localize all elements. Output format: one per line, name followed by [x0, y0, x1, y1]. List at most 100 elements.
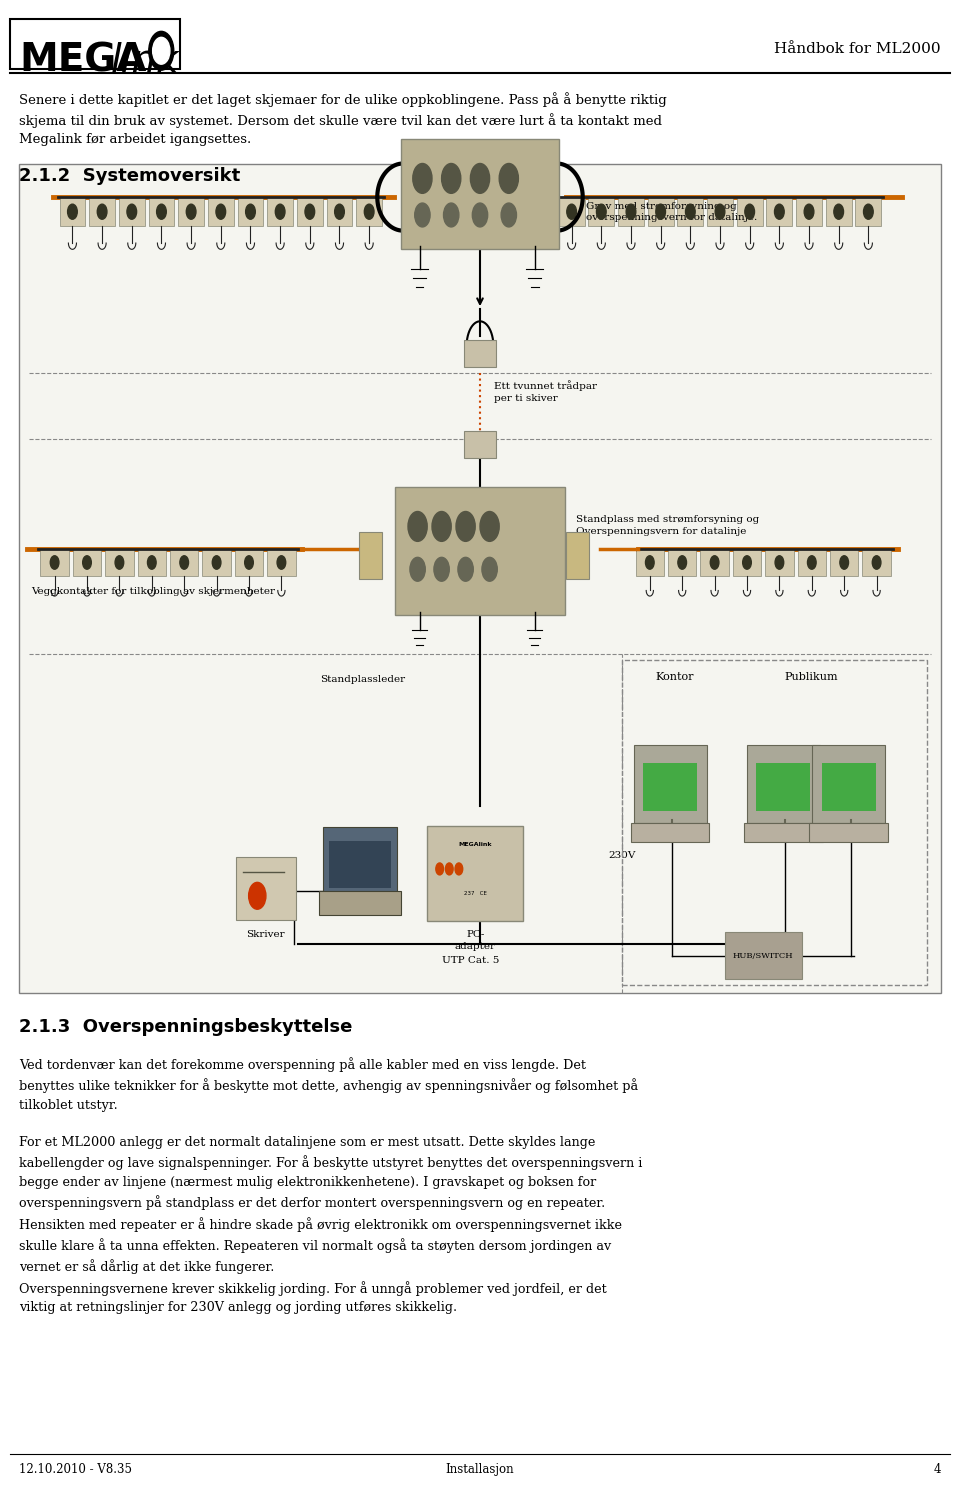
FancyBboxPatch shape: [826, 197, 852, 227]
Circle shape: [156, 205, 166, 219]
Text: Ved tordenvær kan det forekomme overspenning på alle kabler med en viss lengde. : Ved tordenvær kan det forekomme overspen…: [19, 1057, 642, 1314]
Circle shape: [834, 205, 844, 219]
Circle shape: [499, 164, 518, 194]
FancyBboxPatch shape: [798, 549, 827, 575]
FancyBboxPatch shape: [668, 549, 697, 575]
Circle shape: [97, 205, 107, 219]
FancyBboxPatch shape: [267, 197, 293, 227]
Circle shape: [480, 512, 499, 542]
FancyBboxPatch shape: [329, 841, 391, 888]
FancyBboxPatch shape: [618, 197, 644, 227]
Circle shape: [715, 205, 725, 219]
FancyBboxPatch shape: [809, 823, 888, 842]
FancyBboxPatch shape: [701, 549, 729, 575]
FancyBboxPatch shape: [267, 549, 296, 575]
Circle shape: [626, 205, 636, 219]
FancyBboxPatch shape: [236, 857, 296, 920]
Circle shape: [246, 205, 255, 219]
FancyBboxPatch shape: [862, 549, 891, 575]
Text: Ett tvunnet trådpar
per ti skiver: Ett tvunnet trådpar per ti skiver: [494, 381, 597, 403]
Circle shape: [149, 31, 174, 70]
FancyBboxPatch shape: [747, 745, 820, 823]
FancyBboxPatch shape: [796, 197, 822, 227]
Circle shape: [501, 203, 516, 227]
Text: PC-
adapter: PC- adapter: [455, 930, 495, 951]
Text: UTP Cat. 5: UTP Cat. 5: [442, 956, 499, 964]
Circle shape: [645, 555, 654, 569]
FancyBboxPatch shape: [234, 549, 263, 575]
Circle shape: [432, 512, 451, 542]
FancyBboxPatch shape: [636, 549, 664, 575]
FancyBboxPatch shape: [427, 826, 523, 921]
Circle shape: [212, 555, 221, 569]
FancyBboxPatch shape: [708, 197, 732, 227]
Circle shape: [472, 203, 488, 227]
FancyBboxPatch shape: [203, 549, 230, 575]
Circle shape: [436, 863, 444, 875]
Circle shape: [678, 555, 686, 569]
FancyBboxPatch shape: [732, 549, 761, 575]
Circle shape: [455, 863, 463, 875]
Text: Standplass med strømforsyning og
Overspenningsvern for datalinje: Standplass med strømforsyning og Overspe…: [576, 515, 759, 536]
FancyBboxPatch shape: [634, 745, 707, 823]
Circle shape: [566, 205, 576, 219]
Circle shape: [365, 205, 374, 219]
Text: 237   CE: 237 CE: [464, 891, 487, 896]
Text: Grav med strømforsyning og
overspenningsvern for datalinje.: Grav med strømforsyning og overspennings…: [586, 202, 756, 222]
Text: Senere i dette kapitlet er det laget skjemaer for de ulike oppkoblingene. Pass p: Senere i dette kapitlet er det laget skj…: [19, 93, 667, 146]
Circle shape: [153, 37, 170, 64]
FancyBboxPatch shape: [566, 532, 589, 579]
Circle shape: [840, 555, 849, 569]
FancyBboxPatch shape: [395, 487, 565, 615]
Text: 4: 4: [933, 1463, 941, 1477]
FancyBboxPatch shape: [356, 197, 382, 227]
Text: 12.10.2010 - V8.35: 12.10.2010 - V8.35: [19, 1463, 132, 1477]
Circle shape: [434, 557, 449, 581]
Circle shape: [335, 205, 345, 219]
FancyBboxPatch shape: [137, 549, 166, 575]
Circle shape: [456, 512, 475, 542]
FancyBboxPatch shape: [855, 197, 881, 227]
Circle shape: [864, 205, 874, 219]
FancyBboxPatch shape: [648, 197, 674, 227]
Circle shape: [873, 555, 881, 569]
Circle shape: [127, 205, 136, 219]
Text: Skriver: Skriver: [247, 930, 285, 939]
Circle shape: [442, 164, 461, 194]
FancyBboxPatch shape: [119, 197, 145, 227]
FancyBboxPatch shape: [822, 763, 876, 811]
FancyBboxPatch shape: [319, 891, 401, 915]
Circle shape: [775, 555, 783, 569]
FancyBboxPatch shape: [208, 197, 233, 227]
Circle shape: [685, 205, 695, 219]
Circle shape: [186, 205, 196, 219]
FancyBboxPatch shape: [744, 823, 823, 842]
FancyBboxPatch shape: [756, 763, 810, 811]
FancyBboxPatch shape: [89, 197, 115, 227]
Circle shape: [775, 205, 784, 219]
FancyBboxPatch shape: [829, 549, 858, 575]
Circle shape: [807, 555, 816, 569]
Circle shape: [249, 882, 266, 909]
Text: Publikum: Publikum: [784, 672, 838, 682]
Circle shape: [216, 205, 226, 219]
Text: 2.1.3  Overspenningsbeskyttelse: 2.1.3 Overspenningsbeskyttelse: [19, 1018, 352, 1036]
Text: MEGAlink: MEGAlink: [459, 842, 492, 847]
Text: HUB/SWITCH: HUB/SWITCH: [732, 951, 794, 960]
FancyBboxPatch shape: [19, 164, 941, 993]
Circle shape: [67, 205, 77, 219]
FancyBboxPatch shape: [812, 745, 885, 823]
Text: Kontor: Kontor: [656, 672, 694, 682]
Circle shape: [408, 512, 427, 542]
Circle shape: [410, 557, 425, 581]
Circle shape: [596, 205, 606, 219]
Circle shape: [276, 205, 285, 219]
Circle shape: [415, 203, 430, 227]
Circle shape: [470, 164, 490, 194]
FancyBboxPatch shape: [464, 431, 496, 458]
FancyBboxPatch shape: [401, 139, 559, 249]
Circle shape: [83, 555, 91, 569]
FancyBboxPatch shape: [643, 763, 697, 811]
Circle shape: [245, 555, 253, 569]
FancyBboxPatch shape: [40, 549, 69, 575]
